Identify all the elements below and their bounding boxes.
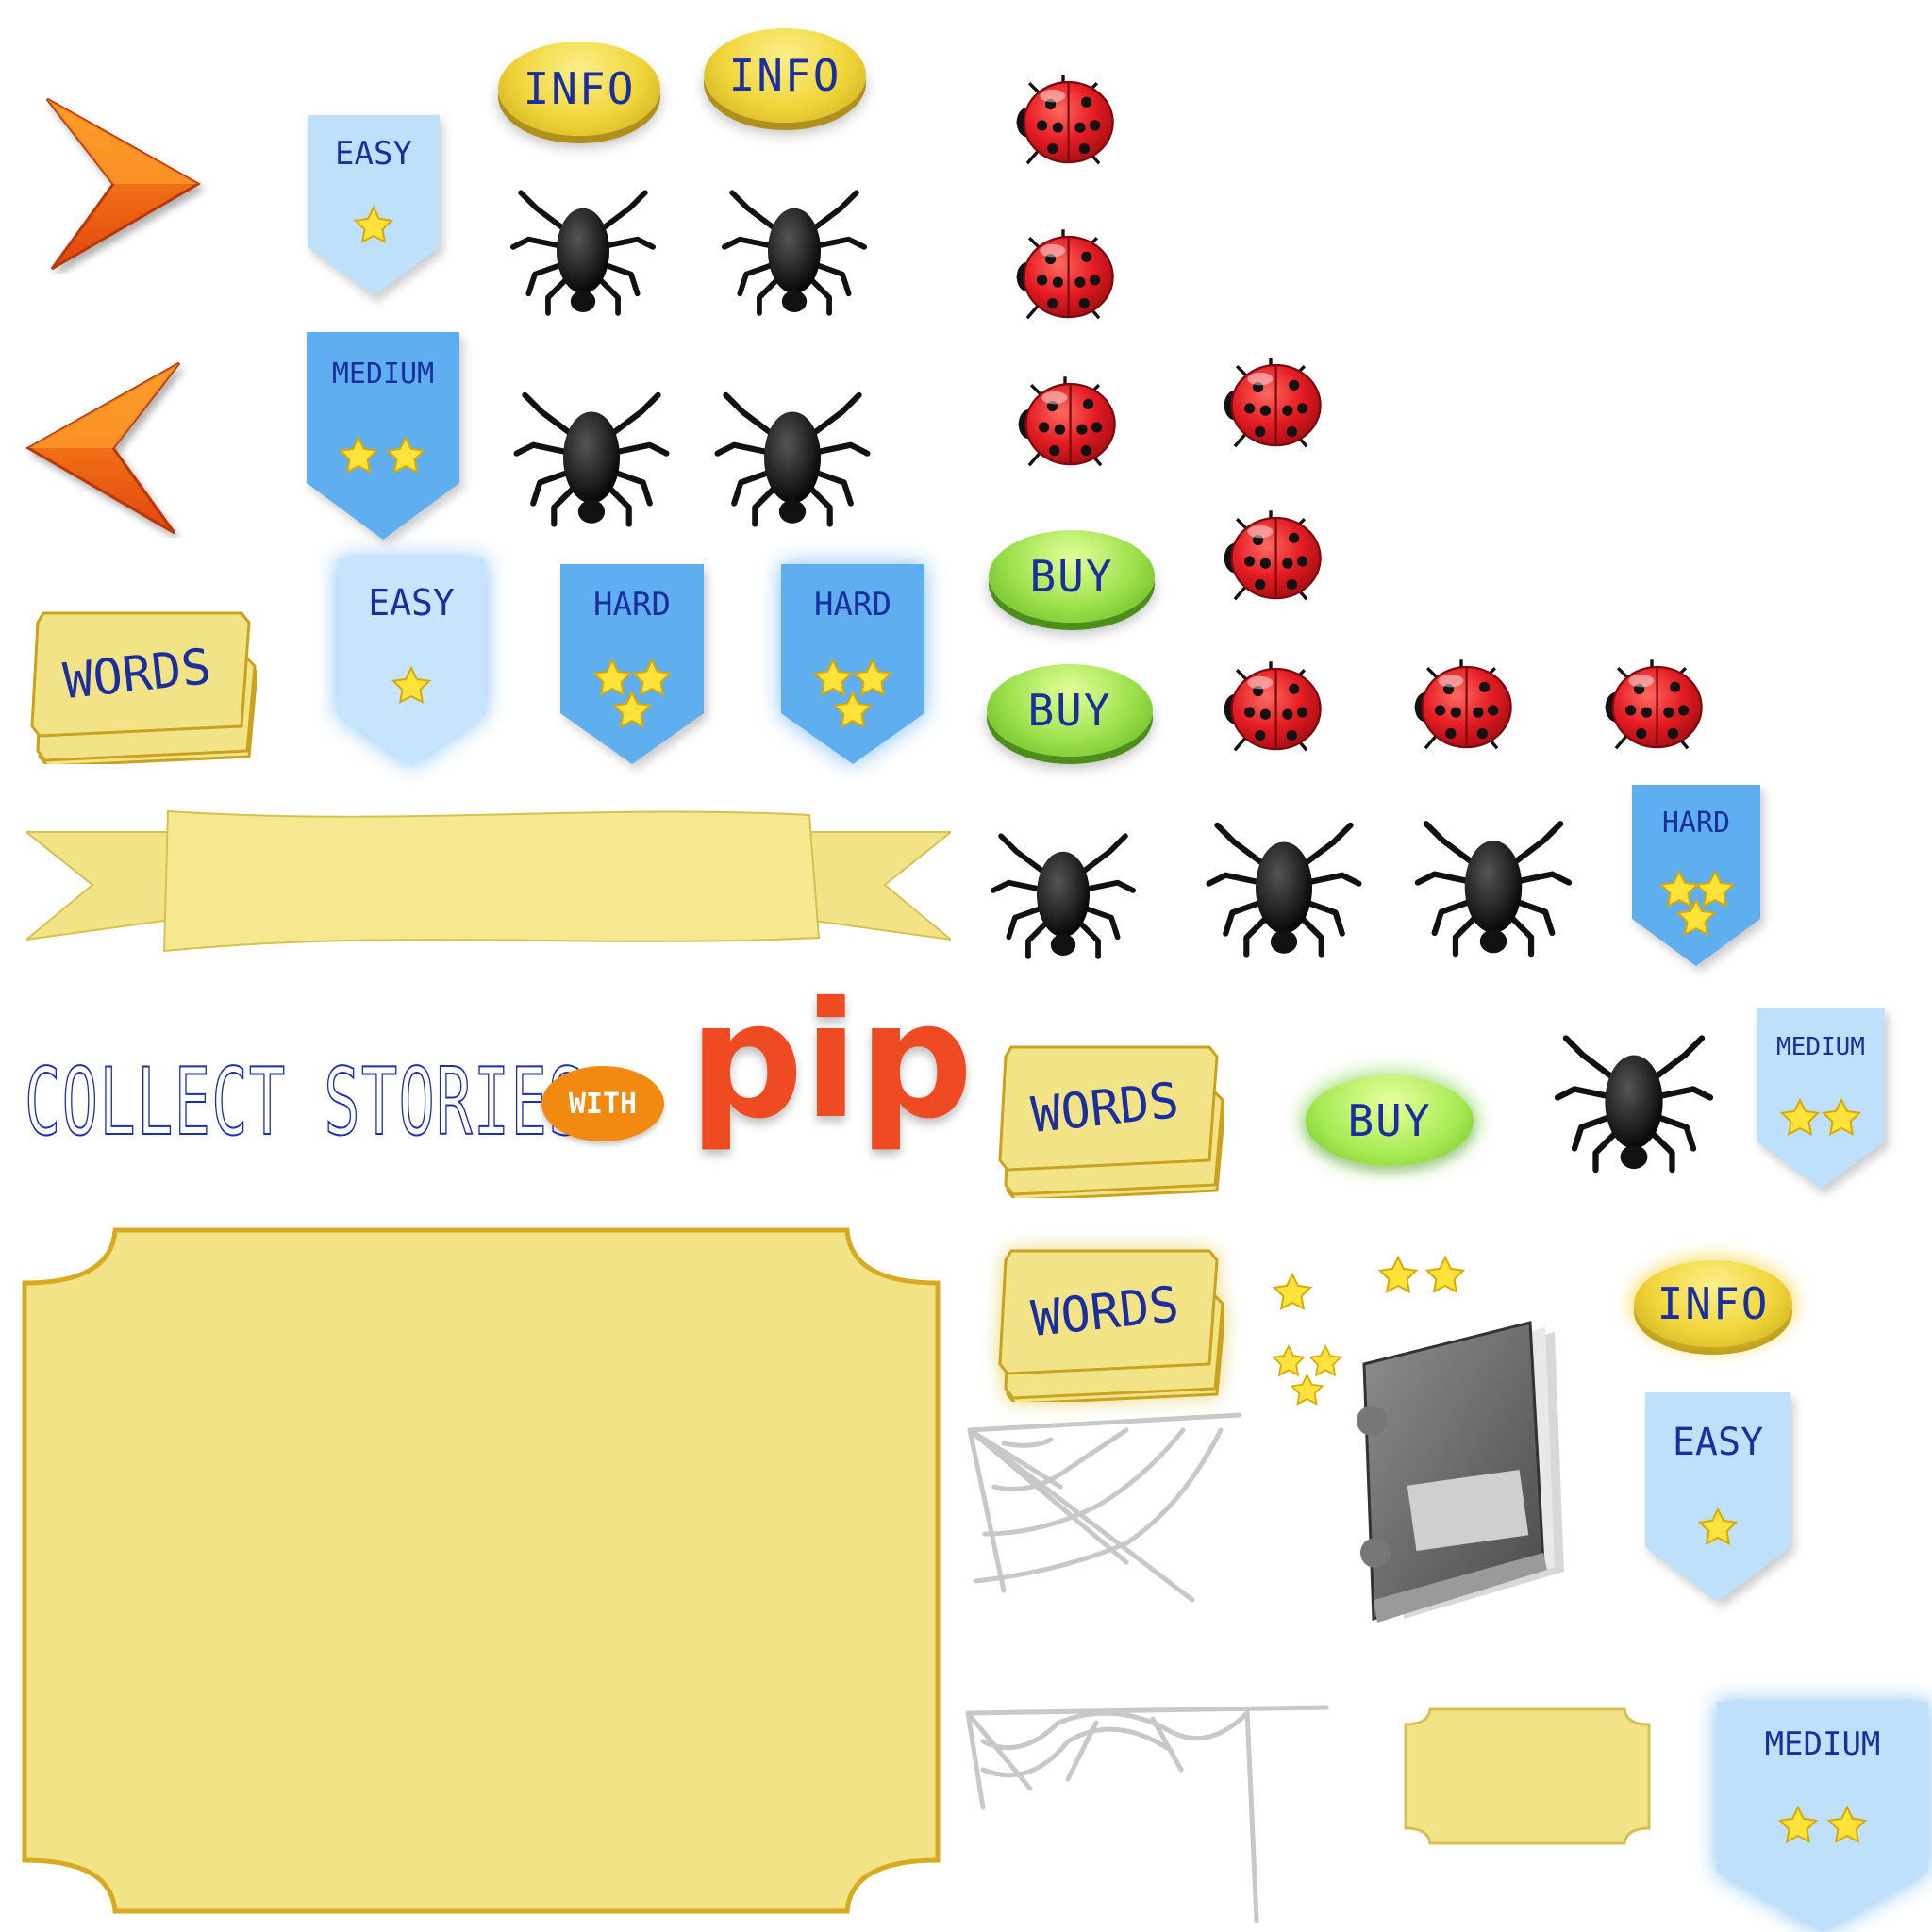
buy-button[interactable]: BUY [989,530,1155,623]
info-label: INFO [728,50,841,101]
difficulty-ribbon-easy[interactable]: EASY [308,115,440,296]
spider-icon [1549,1028,1719,1175]
star-icon [1272,1345,1306,1376]
collect-stories-title: COLLECT STORIES [24,1048,586,1158]
ladybug-icon [1413,658,1513,750]
ribbon-label: MEDIUM [1776,1033,1865,1061]
difficulty-ribbon-easy[interactable]: EASY [1645,1392,1790,1602]
ladybug-icon [1223,659,1323,752]
spider-icon [700,387,885,528]
spider-icon [494,387,689,528]
banner-ribbon [26,809,951,953]
difficulty-ribbon-medium[interactable]: MEDIUM [1757,1008,1885,1189]
ladybug-icon [1604,658,1704,750]
spiderweb-icon [965,1705,1329,1923]
ribbon-label: EASY [335,135,412,173]
words-card[interactable]: WORDS [992,1038,1226,1202]
info-button[interactable]: INFO [498,42,660,136]
spider-icon [487,185,679,317]
difficulty-ribbon-medium-glow[interactable]: MEDIUM [1717,1702,1928,1932]
words-card[interactable]: WORDS [25,604,258,768]
star-icon [1426,1257,1464,1293]
ladybug-icon [1223,508,1323,601]
star-icon [1291,1374,1324,1406]
difficulty-ribbon-hard-glow[interactable]: HARD [781,564,924,764]
words-card-glow[interactable]: WORDS [992,1241,1226,1406]
difficulty-ribbon-hard[interactable]: HARD [1632,785,1760,966]
ladybug-icon [1017,375,1117,467]
info-button[interactable]: INFO [704,28,866,123]
pip-logo: pip [684,968,978,1155]
ribbon-label: HARD [814,586,891,624]
ribbon-label: EASY [1673,1421,1763,1464]
book-icon [1357,1321,1564,1623]
ribbon-label: MEDIUM [332,358,434,391]
ladybug-icon [1015,73,1115,165]
info-label: INFO [1657,1278,1770,1329]
difficulty-ribbon-easy-glow[interactable]: EASY [338,558,485,766]
buy-label: BUY [1347,1095,1432,1146]
difficulty-ribbon-medium[interactable]: MEDIUM [307,332,459,540]
star-icon [1379,1257,1417,1293]
difficulty-ribbon-hard[interactable]: HARD [560,564,704,764]
buy-button-glow[interactable]: BUY [1306,1075,1474,1166]
spiderweb-icon [967,1412,1242,1603]
ribbon-label: EASY [368,582,455,624]
star-icon [1274,1274,1311,1310]
info-label: INFO [523,63,636,114]
star-icon [1309,1345,1342,1376]
ladybug-icon [1223,356,1323,448]
info-button-glow[interactable]: INFO [1634,1260,1792,1347]
spider-icon [1187,817,1381,958]
small-card-panel [1404,1707,1651,1845]
spider-icon [698,185,891,317]
spider-icon [1409,811,1577,962]
buy-button[interactable]: BUY [987,664,1153,757]
stars-three [1272,1345,1342,1406]
large-card-panel [22,1227,941,1914]
stars-two [1379,1257,1464,1293]
ribbon-label: MEDIUM [1765,1725,1881,1763]
buy-label: BUY [1027,685,1112,736]
arrow-right-icon[interactable] [38,94,208,274]
with-label: WITH [568,1087,638,1121]
with-badge: WITH [541,1066,664,1141]
arrow-left-icon[interactable] [19,358,189,538]
spider-icon [974,828,1153,960]
ribbon-label: HARD [1662,807,1730,840]
ladybug-icon [1015,227,1115,320]
buy-label: BUY [1029,551,1114,602]
ribbon-label: HARD [593,586,671,624]
stars-one [1274,1274,1311,1310]
